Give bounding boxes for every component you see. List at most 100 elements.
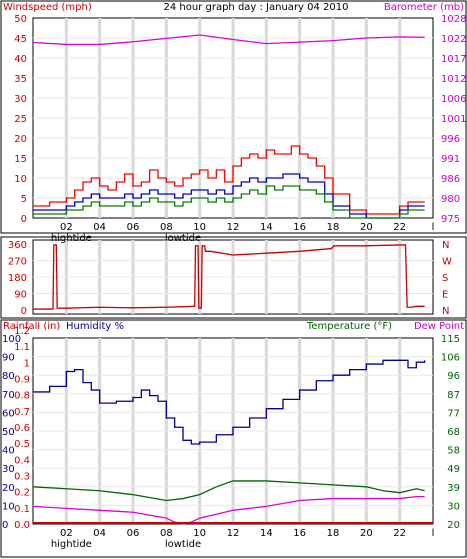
barometer-label: Barometer (mb) [384,2,464,13]
humidity-ytick: 40 [2,446,15,457]
direction-ytick: 270 [8,257,27,268]
wind-xtick: 12 [227,222,240,233]
wind-low-line [33,185,425,219]
wind-ytick: 15 [14,154,27,165]
tide-label: hightide [51,233,92,244]
compass-tick: E [442,290,448,301]
rainfall-ytick: 1 [24,358,30,369]
tide-label: lowtide [165,539,201,550]
barometer-ytick: 991 [441,154,460,165]
wind-ytick: 10 [14,174,27,185]
humidity-ytick: 90 [2,353,15,364]
compass-tick: N [442,240,449,251]
wind-xtick: 16 [293,222,306,233]
temperature-ytick: 87 [447,390,460,401]
temperature-ytick: 96 [447,371,460,382]
direction-ytick: 90 [14,290,27,301]
rainfall-ytick: 0.7 [14,407,30,418]
wind-xtick: 06 [127,222,140,233]
humidity-line [33,359,426,445]
temperature-ytick: 106 [441,353,460,364]
tide-label: lowtide [165,233,201,244]
humidity-ytick: 50 [2,427,15,438]
wind-ytick: 30 [14,94,27,105]
axis-labels: Windspeed (mph) 24 hour graph day : Janu… [3,2,464,332]
rainfall-ytick: 0.2 [14,488,30,499]
humidity-xtick: 10 [193,528,206,539]
tick-labels: 0510152025303540455097598098699199610011… [2,14,466,550]
wind-gust-line [33,145,425,215]
humidity-ytick: 80 [2,371,15,382]
chart-title: 24 hour graph day : January 04 2010 [164,2,349,13]
temperature-ytick: 77 [447,408,460,419]
wind-xtick: 22 [393,222,406,233]
wind-ytick: 50 [14,14,27,25]
rainfall-label: Rainfall (in) [3,321,60,332]
humidity-xtick: 18 [327,528,340,539]
direction-ytick: 360 [8,240,27,251]
humidity-ytick: 100 [2,334,21,345]
direction-ytick: 0 [21,306,27,317]
humidity-ytick: 60 [2,408,15,419]
wind-xtick: l [432,222,435,233]
tide-label: hightide [51,539,92,550]
humidity-xtick: 14 [260,528,273,539]
humidity-ytick: 10 [2,501,15,512]
humidity-ytick: 20 [2,483,15,494]
rainfall-ytick: 0.1 [14,504,30,515]
wind-xtick: 08 [160,222,173,233]
humidity-xtick: 20 [360,528,373,539]
humidity-xtick: 12 [227,528,240,539]
rainfall-ytick: 0.6 [14,423,30,434]
temperature-line [32,480,425,502]
humidity-xtick: l [432,528,435,539]
rainfall-ytick: 0.4 [14,455,30,466]
wind-ytick: 25 [14,114,27,125]
humidity-label: Humidity % [66,321,124,332]
humidity-xtick: 22 [393,528,406,539]
compass-tick: S [442,273,448,284]
wind-ytick: 35 [14,74,27,85]
rainfall-ytick: 0.5 [14,439,30,450]
humidity-xtick: 04 [93,528,106,539]
rainfall-ytick: 0.3 [14,471,30,482]
temperature-ytick: 58 [447,446,460,457]
rainfall-ytick: 1.1 [14,342,30,353]
wind-avg-line [33,173,425,219]
wind-xtick: 20 [360,222,373,233]
temperature-ytick: 39 [447,483,460,494]
barometer-ytick: 980 [441,194,460,205]
wind-ytick: 45 [14,34,27,45]
dewpoint-line [32,495,425,525]
humidity-ytick: 30 [2,464,15,475]
barometer-line [32,34,425,46]
wind-ytick: 20 [14,134,27,145]
wind-xtick: 14 [260,222,273,233]
barometer-ytick: 1012 [441,74,466,85]
top-section-border [0,0,467,234]
humidity-xtick: 08 [160,528,173,539]
wind-ytick: 5 [21,194,27,205]
temperature-ytick: 49 [447,464,460,475]
barometer-ytick: 996 [441,134,460,145]
humidity-xtick: 16 [293,528,306,539]
dewpoint-label: Dew Point [414,321,464,332]
rainfall-ytick: 0.9 [14,374,30,385]
wind-direction-line [33,244,425,310]
temperature-ytick: 20 [447,520,460,531]
wind-xtick: 02 [60,222,73,233]
rainfall-ytick: 1.2 [14,326,30,337]
wind-xtick: 18 [327,222,340,233]
temperature-ytick: 30 [447,501,460,512]
wind-ytick: 40 [14,54,27,65]
barometer-ytick: 1022 [441,34,466,45]
barometer-ytick: 1001 [441,114,466,125]
rainfall-ytick: 0.0 [14,520,30,531]
wind-xtick: 04 [93,222,106,233]
humidity-ytick: 0 [2,520,8,531]
wind-xtick: 10 [193,222,206,233]
humidity-xtick: 06 [127,528,140,539]
bottom-section-border [0,319,467,558]
